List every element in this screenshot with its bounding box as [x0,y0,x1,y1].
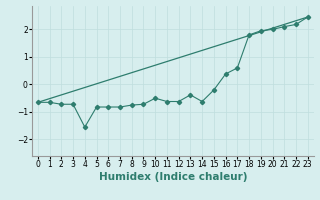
X-axis label: Humidex (Indice chaleur): Humidex (Indice chaleur) [99,172,247,182]
